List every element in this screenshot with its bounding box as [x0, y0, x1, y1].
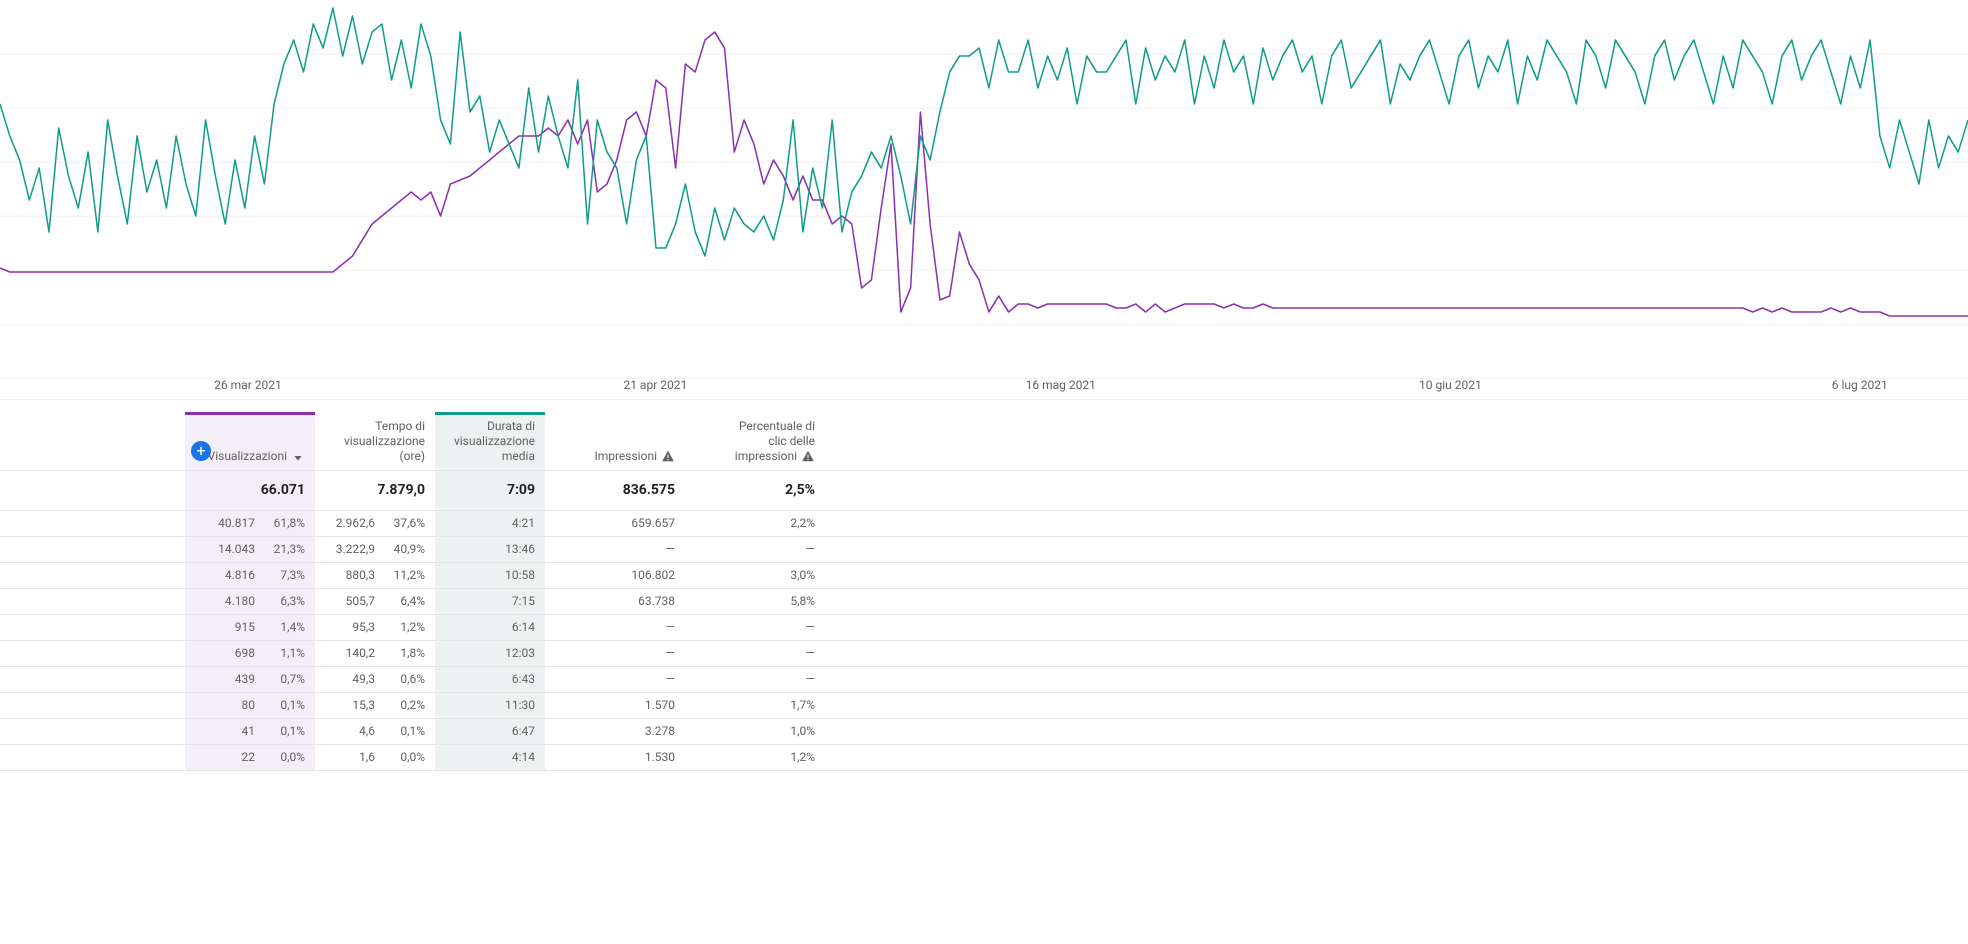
table-row[interactable]: 4.8167,3%880,311,2%10:58106.8023,0% — [0, 562, 1968, 588]
cell-visualizzazioni: 800,1% — [185, 698, 315, 712]
cell-visualizzazioni: 4390,7% — [185, 672, 315, 686]
metrics-table: + Visualizzazioni Tempo di visualizzazio… — [0, 412, 1968, 771]
cell-pci: — — [685, 536, 825, 562]
header-durata-media[interactable]: Durata di visualizzazione media — [435, 412, 545, 470]
cell-impressioni: — — [545, 666, 685, 692]
cell-tempo: 880,311,2% — [315, 568, 435, 582]
total-impressioni: 836.575 — [545, 470, 685, 510]
cell-impressioni: — — [545, 640, 685, 666]
x-axis-tick-label: 16 mag 2021 — [1026, 378, 1096, 392]
header-label: clic delle — [768, 434, 815, 449]
cell-pci: 5,8% — [685, 588, 825, 614]
cell-impressioni: 1.530 — [545, 744, 685, 770]
header-label: impressioni — [735, 449, 797, 464]
table-row[interactable]: 800,1%15,30,2%11:301.5701,7% — [0, 692, 1968, 718]
x-axis-tick-label: 21 apr 2021 — [623, 378, 687, 392]
cell-durata: 6:47 — [435, 718, 545, 744]
cell-pci: — — [685, 640, 825, 666]
total-tempo: 7.879,0 — [315, 470, 435, 510]
chart-series-line — [0, 8, 1968, 256]
cell-tempo: 4,60,1% — [315, 724, 435, 738]
header-label: Visualizzazioni — [208, 449, 287, 464]
total-durata: 7:09 — [435, 470, 545, 510]
cell-durata: 10:58 — [435, 562, 545, 588]
cell-pci: 3,0% — [685, 562, 825, 588]
cell-impressioni: 3.278 — [545, 718, 685, 744]
header-visualizzazioni[interactable]: + Visualizzazioni — [185, 412, 315, 470]
header-label: media — [502, 449, 535, 464]
cell-pci: 1,0% — [685, 718, 825, 744]
cell-visualizzazioni: 40.81761,8% — [185, 516, 315, 530]
total-pci: 2,5% — [685, 470, 825, 510]
x-axis-tick-label: 6 lug 2021 — [1832, 378, 1888, 392]
cell-tempo: 3.222,940,9% — [315, 542, 435, 556]
table-row[interactable]: 410,1%4,60,1%6:473.2781,0% — [0, 718, 1968, 744]
table-row[interactable]: 4390,7%49,30,6%6:43—— — [0, 666, 1968, 692]
sort-desc-icon — [291, 449, 305, 463]
header-label: Percentuale di — [739, 419, 815, 434]
cell-visualizzazioni: 14.04321,3% — [185, 542, 315, 556]
header-spacer — [0, 412, 185, 470]
table-row[interactable]: 6981,1%140,21,8%12:03—— — [0, 640, 1968, 666]
header-label: Impressioni — [594, 449, 657, 464]
x-axis-tick-label: 26 mar 2021 — [214, 378, 282, 392]
table-row[interactable]: 220,0%1,60,0%4:141.5301,2% — [0, 744, 1968, 770]
cell-visualizzazioni: 410,1% — [185, 724, 315, 738]
cell-pci: — — [685, 614, 825, 640]
cell-tempo: 49,30,6% — [315, 672, 435, 686]
cell-tempo: 505,76,4% — [315, 594, 435, 608]
table-row[interactable]: 9151,4%95,31,2%6:14—— — [0, 614, 1968, 640]
cell-durata: 6:14 — [435, 614, 545, 640]
header-label: Durata di — [487, 419, 535, 434]
cell-durata: 4:21 — [435, 510, 545, 536]
cell-visualizzazioni: 9151,4% — [185, 620, 315, 634]
cell-impressioni: — — [545, 536, 685, 562]
cell-durata: 13:46 — [435, 536, 545, 562]
cell-pci: — — [685, 666, 825, 692]
cell-durata: 7:15 — [435, 588, 545, 614]
header-label: visualizzazione — [344, 434, 425, 449]
table-row[interactable]: 4.1806,3%505,76,4%7:1563.7385,8% — [0, 588, 1968, 614]
header-rest — [825, 412, 1968, 470]
x-axis-tick-label: 10 giu 2021 — [1419, 378, 1482, 392]
header-percentuale-clic[interactable]: Percentuale di clic delle impressioni — [685, 412, 825, 470]
cell-pci: 1,7% — [685, 692, 825, 718]
cell-durata: 11:30 — [435, 692, 545, 718]
warning-icon — [801, 449, 815, 463]
cell-visualizzazioni: 6981,1% — [185, 646, 315, 660]
header-label: (ore) — [400, 449, 425, 464]
cell-tempo: 140,21,8% — [315, 646, 435, 660]
cell-pci: 1,2% — [685, 744, 825, 770]
cell-impressioni: 659.657 — [545, 510, 685, 536]
header-tempo-visualizzazione[interactable]: Tempo di visualizzazione (ore) — [315, 412, 435, 470]
total-visualizzazioni: 66.071 — [185, 470, 315, 510]
cell-tempo: 1,60,0% — [315, 750, 435, 764]
cell-impressioni: 106.802 — [545, 562, 685, 588]
chart-svg — [0, 0, 1968, 400]
header-label: Tempo di — [375, 419, 425, 434]
cell-tempo: 2.962,637,6% — [315, 516, 435, 530]
cell-tempo: 95,31,2% — [315, 620, 435, 634]
cell-visualizzazioni: 220,0% — [185, 750, 315, 764]
cell-durata: 6:43 — [435, 666, 545, 692]
totals-row[interactable]: 66.071 7.879,0 7:09 836.575 2,5% — [0, 470, 1968, 510]
cell-impressioni: 1.570 — [545, 692, 685, 718]
cell-visualizzazioni: 4.1806,3% — [185, 594, 315, 608]
header-label: visualizzazione — [454, 434, 535, 449]
table-row[interactable]: 40.81761,8%2.962,637,6%4:21659.6572,2% — [0, 510, 1968, 536]
chart-x-axis-labels: 26 mar 2021 21 apr 2021 16 mag 2021 10 giu … — [0, 378, 1968, 400]
analytics-line-chart[interactable]: 26 mar 2021 21 apr 2021 16 mag 2021 10 giu … — [0, 0, 1968, 400]
warning-icon — [661, 449, 675, 463]
cell-visualizzazioni: 4.8167,3% — [185, 568, 315, 582]
cell-impressioni: 63.738 — [545, 588, 685, 614]
cell-durata: 4:14 — [435, 744, 545, 770]
table-row[interactable]: 14.04321,3%3.222,940,9%13:46—— — [0, 536, 1968, 562]
header-impressioni[interactable]: Impressioni — [545, 412, 685, 470]
cell-pci: 2,2% — [685, 510, 825, 536]
add-metric-button[interactable]: + — [191, 441, 211, 461]
cell-tempo: 15,30,2% — [315, 698, 435, 712]
cell-durata: 12:03 — [435, 640, 545, 666]
cell-impressioni: — — [545, 614, 685, 640]
